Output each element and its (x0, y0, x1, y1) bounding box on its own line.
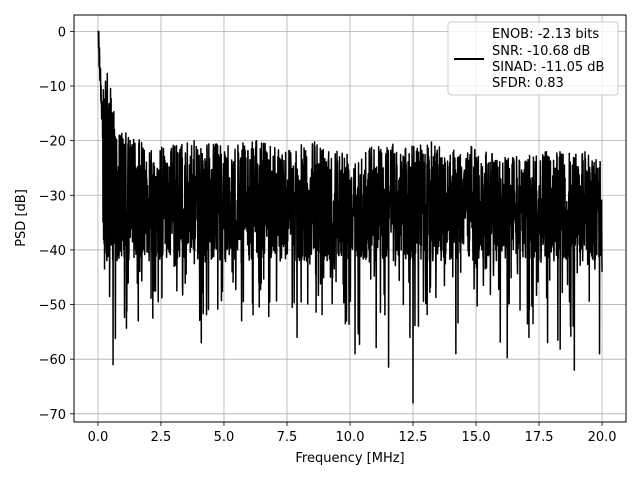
x-axis-label: Frequency [MHz] (295, 451, 404, 466)
y-tick-label: −50 (39, 299, 66, 314)
psd-series-line (97, 30, 603, 404)
x-tick-label: 12.5 (399, 430, 428, 445)
x-tick-label: 20.0 (588, 430, 617, 445)
x-axis: 0.0 2.5 5.0 7.5 10.0 12.5 15.0 17.5 20.0 (88, 422, 617, 445)
y-tick-label: −60 (39, 353, 66, 368)
x-tick-label: 15.0 (462, 430, 491, 445)
y-tick-label: −70 (39, 408, 66, 423)
legend-enob: ENOB: -2.13 bits (492, 27, 599, 42)
series-layer (97, 30, 603, 404)
legend-sinad: SINAD: -11.05 dB (492, 60, 604, 75)
y-tick-label: −30 (39, 189, 66, 204)
x-tick-label: 5.0 (214, 430, 235, 445)
x-tick-label: 17.5 (525, 430, 554, 445)
legend-box (447, 21, 619, 96)
y-tick-label: −20 (39, 135, 66, 150)
x-tick-label: 0.0 (88, 430, 109, 445)
y-tick-label: −10 (39, 80, 66, 95)
legend-snr: SNR: -10.68 dB (492, 44, 590, 59)
y-axis: 0 −10 −20 −30 −40 −50 −60 −70 (39, 25, 74, 423)
x-tick-label: 2.5 (151, 430, 172, 445)
y-tick-label: −40 (39, 244, 66, 259)
x-tick-label: 10.0 (336, 430, 365, 445)
legend-sfdr: SFDR: 0.83 (492, 76, 564, 91)
y-axis-label: PSD [dB] (14, 189, 29, 247)
x-tick-label: 7.5 (277, 430, 298, 445)
y-tick-label: 0 (58, 25, 66, 40)
legend: ENOB: -2.13 bits SNR: -10.68 dB SINAD: -… (447, 21, 619, 96)
